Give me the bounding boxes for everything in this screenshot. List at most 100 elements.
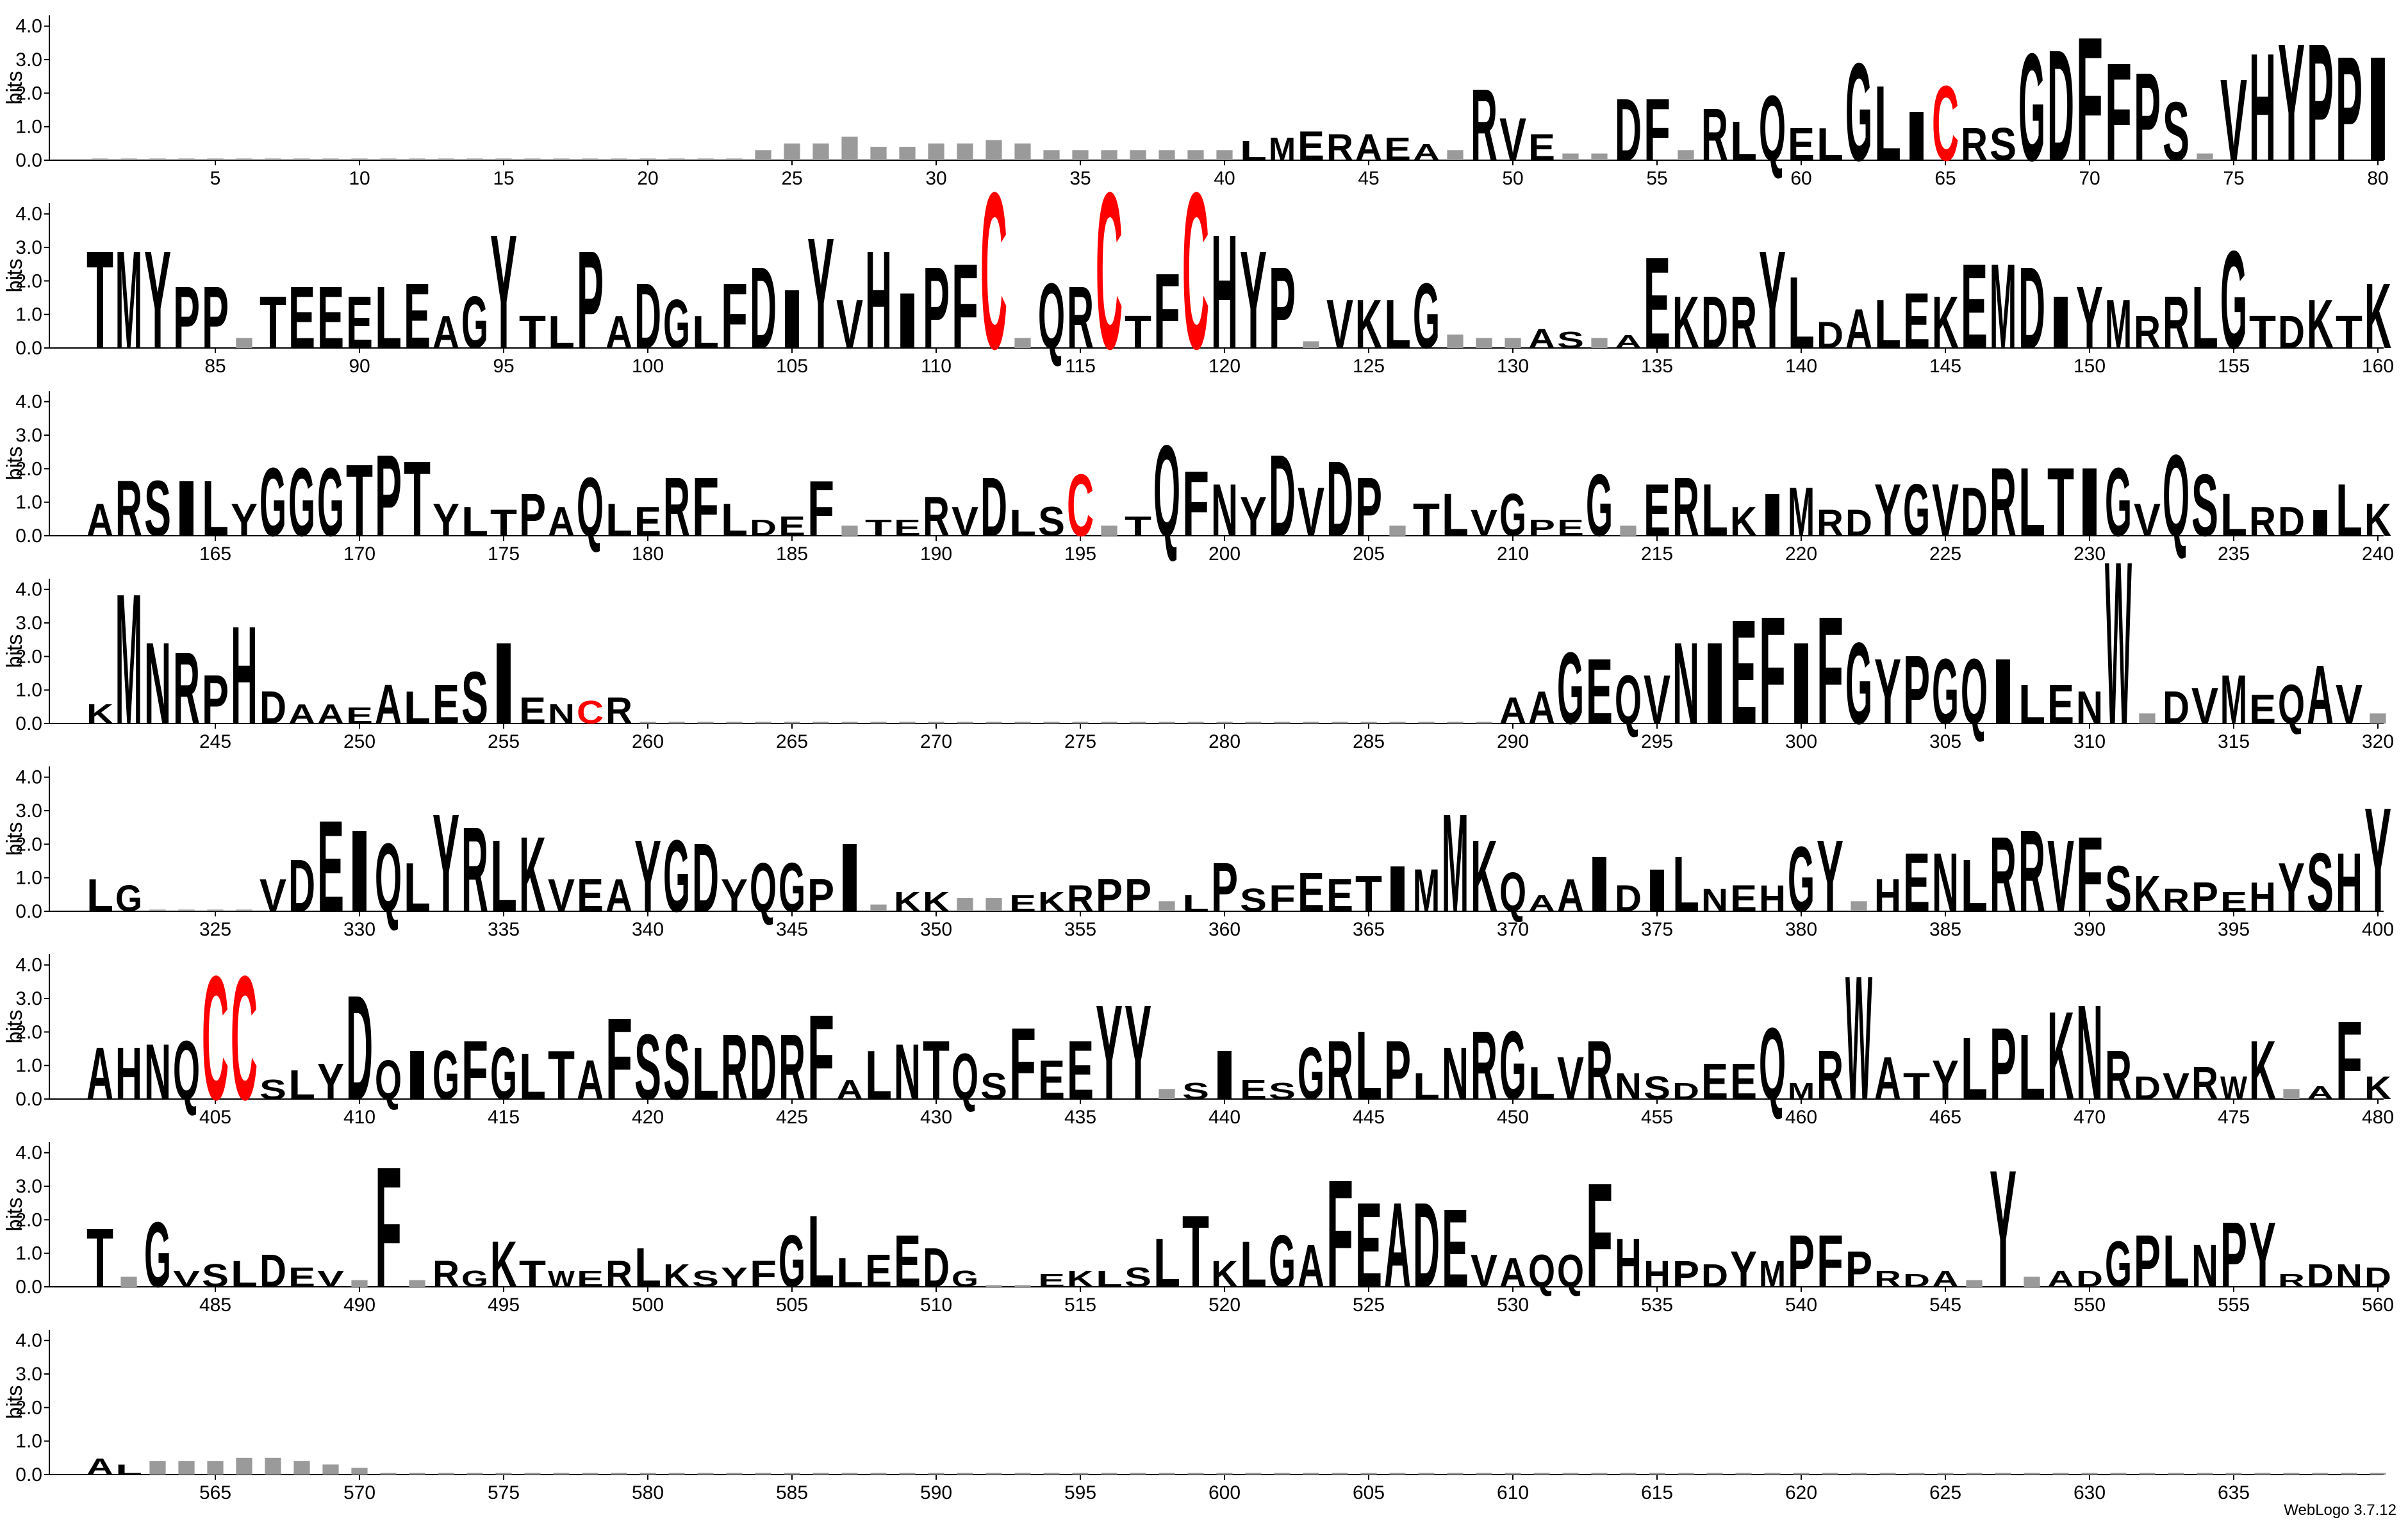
logo-letter: Q bbox=[1759, 1006, 1786, 1121]
logo-letter: D bbox=[346, 964, 373, 1131]
logo-letter: M bbox=[2105, 286, 2132, 363]
x-tick-label: 190 bbox=[920, 543, 952, 565]
stack-residue bbox=[1620, 525, 1637, 536]
logo-letter: P bbox=[577, 222, 604, 379]
logo-letter: E bbox=[1298, 122, 1324, 169]
logo-letter: S bbox=[634, 1015, 661, 1119]
y-tick-label: 0.0 bbox=[15, 1089, 42, 1110]
logo-letter: R bbox=[1067, 268, 1094, 367]
logo-letter: S bbox=[144, 464, 171, 553]
logo-letter: E bbox=[577, 869, 604, 922]
x-tick-label: 365 bbox=[1353, 919, 1385, 940]
logo-letter: T bbox=[87, 1211, 113, 1305]
x-tick-label: 430 bbox=[920, 1107, 952, 1128]
x-tick-label: 220 bbox=[1785, 543, 1817, 565]
logo-letter: Y bbox=[1990, 1136, 2016, 1323]
logo-letter: E bbox=[1067, 1023, 1094, 1117]
logo-letter: Q bbox=[1557, 1245, 1584, 1297]
logo-letter: L bbox=[2220, 481, 2247, 549]
logo-letter: L bbox=[2191, 268, 2218, 367]
stack-residue bbox=[957, 143, 973, 160]
logo-letter: Y bbox=[1932, 1049, 1959, 1111]
logo-letter: E bbox=[1240, 1074, 1267, 1105]
logo-letter: G bbox=[1269, 1221, 1296, 1303]
x-tick-label: 15 bbox=[493, 168, 514, 189]
logo-letter: G bbox=[1586, 456, 1613, 555]
logo-letter: L bbox=[606, 493, 632, 546]
logo-letter: L bbox=[404, 849, 431, 927]
logo-letter: F bbox=[2076, 815, 2103, 934]
logo-letter: Y bbox=[721, 869, 748, 922]
logo-letter: Y bbox=[2364, 777, 2391, 943]
logo-letter: P bbox=[519, 481, 546, 549]
y-tick-label: 3.0 bbox=[15, 1176, 42, 1197]
logo-letter: S bbox=[461, 658, 488, 740]
logo-letter: K bbox=[2249, 1023, 2276, 1117]
stack-residue bbox=[524, 158, 541, 160]
logo-letter: D bbox=[2047, 17, 2074, 194]
logo-letter: T bbox=[1125, 306, 1151, 358]
logo-letter: D bbox=[2278, 498, 2305, 545]
logo-letter: V bbox=[2163, 1066, 2189, 1107]
logo-letter: S bbox=[663, 1015, 690, 1119]
logo-letter: L bbox=[1672, 840, 1699, 929]
logo-letter: G bbox=[1788, 827, 1815, 931]
logo-letter: A bbox=[1845, 298, 1872, 360]
logo-letter: S bbox=[2163, 84, 2189, 178]
logo-letter: T bbox=[346, 443, 373, 558]
logo-letter: I bbox=[2076, 447, 2103, 556]
logo-letter: P bbox=[2134, 47, 2161, 187]
logo-letter: M bbox=[1413, 857, 1440, 925]
logo-letter: M bbox=[1759, 1253, 1786, 1295]
logo-letter: R bbox=[923, 486, 950, 548]
logo-letter: E bbox=[1961, 238, 1988, 374]
stack-residue bbox=[1159, 1473, 1175, 1475]
logo-letter: D bbox=[750, 1015, 777, 1119]
logo-letter: S bbox=[692, 1266, 719, 1292]
stack-residue bbox=[1043, 150, 1060, 160]
x-tick-label: 370 bbox=[1497, 919, 1529, 940]
logo-letter: Q bbox=[750, 849, 777, 927]
logo-letter: G bbox=[2220, 222, 2247, 379]
logo-letter: T bbox=[2336, 306, 2363, 358]
logo-letter: L bbox=[1355, 1011, 1382, 1120]
stack-residue bbox=[726, 1473, 743, 1475]
stack-residue bbox=[1562, 1473, 1579, 1475]
logo-letter: H bbox=[2249, 22, 2276, 193]
logo-letter: F bbox=[1269, 878, 1296, 920]
stack-residue bbox=[1360, 1473, 1377, 1475]
logo-letter: C bbox=[231, 939, 258, 1137]
logo-letter: G bbox=[1298, 1033, 1324, 1116]
logo-letter: Q bbox=[375, 1049, 402, 1111]
logo-letter: A bbox=[548, 498, 575, 545]
logo-letter: L bbox=[1009, 502, 1036, 544]
logo-letter: Q bbox=[2278, 674, 2305, 736]
stack-residue bbox=[178, 158, 195, 160]
x-tick-label: 635 bbox=[2218, 1482, 2250, 1503]
logo-letter: C bbox=[1096, 147, 1123, 396]
logo-letter: H bbox=[1615, 1225, 1642, 1302]
stack-residue bbox=[438, 158, 454, 160]
logo-letter: P bbox=[2307, 9, 2334, 196]
logo-letter: R bbox=[173, 631, 200, 745]
logo-letter: G bbox=[2105, 447, 2132, 556]
stack-residue bbox=[985, 1285, 1002, 1287]
logo-letter: L bbox=[548, 306, 575, 358]
stack-residue bbox=[236, 909, 252, 911]
logo-letter: F bbox=[2336, 998, 2363, 1123]
logo-letter: R bbox=[1961, 118, 1988, 170]
y-tick-label: 4.0 bbox=[15, 579, 42, 600]
logo-letter: T bbox=[519, 1253, 546, 1295]
logo-letter: H bbox=[2249, 873, 2276, 920]
x-tick-label: 325 bbox=[199, 919, 231, 940]
logo-letter: R bbox=[1701, 94, 1728, 177]
logo-letter: A bbox=[87, 493, 113, 546]
logo-letter: Y bbox=[1730, 1241, 1757, 1298]
logo-letter: I bbox=[2307, 502, 2334, 544]
logo-letter: G bbox=[433, 1037, 459, 1114]
stack-residue bbox=[1072, 722, 1089, 724]
logo-letter: Q bbox=[1153, 418, 1180, 564]
logo-letter: A bbox=[1298, 1232, 1324, 1300]
stack-residue bbox=[1332, 722, 1348, 724]
stack-residue bbox=[1101, 722, 1117, 724]
